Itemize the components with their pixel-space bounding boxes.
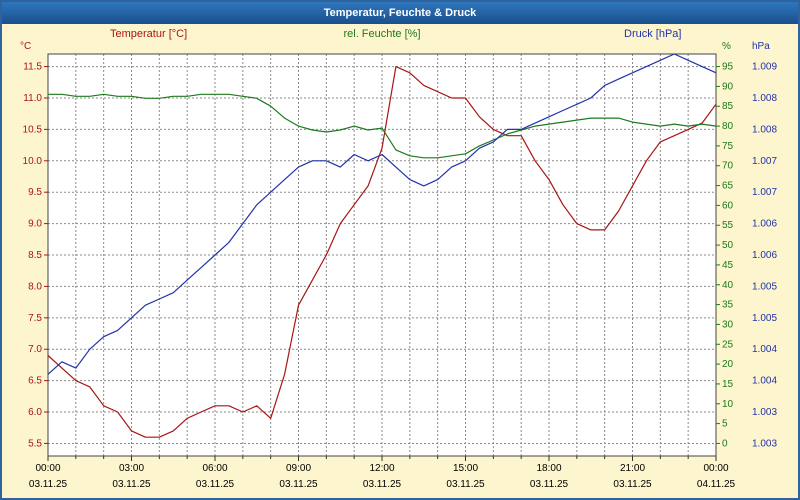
temp-tick-label: 8.0 <box>28 281 42 292</box>
hum-tick-label: 50 <box>722 240 734 251</box>
press-tick-label: 1.007 <box>752 156 777 167</box>
hum-unit-label: % <box>722 41 731 52</box>
legend-humidity: rel. Feuchte [%] <box>343 28 420 40</box>
hum-tick-label: 75 <box>722 141 734 152</box>
hum-tick-label: 25 <box>722 339 734 350</box>
temp-tick-label: 9.5 <box>28 187 42 198</box>
press-tick-label: 1.005 <box>752 313 777 324</box>
x-time-label: 06:00 <box>202 463 227 474</box>
series-pressure <box>47 53 717 375</box>
x-date-label: 03.11.25 <box>363 479 402 490</box>
legend-pressure: Druck [hPa] <box>624 28 681 40</box>
x-date-label: 03.11.25 <box>196 479 235 490</box>
hum-tick-label: 40 <box>722 280 734 291</box>
x-time-label: 21:00 <box>620 463 645 474</box>
temp-tick-label: 10.5 <box>23 124 43 135</box>
hum-tick-label: 70 <box>722 161 734 172</box>
x-time-label: 18:00 <box>536 463 561 474</box>
x-time-label: 03:00 <box>119 463 144 474</box>
hum-tick-label: 55 <box>722 220 734 231</box>
series-temperature <box>47 65 717 438</box>
hum-tick-label: 85 <box>722 101 734 112</box>
temp-tick-label: 10.0 <box>23 156 43 167</box>
x-time-label: 12:00 <box>369 463 394 474</box>
press-tick-label: 1.006 <box>752 250 777 261</box>
temp-tick-label: 6.0 <box>28 407 42 418</box>
hum-tick-label: 45 <box>722 260 734 271</box>
x-date-label: 03.11.25 <box>446 479 485 490</box>
series-humidity <box>48 93 717 159</box>
x-date-label: 03.11.25 <box>112 479 151 490</box>
title-bar: Temperatur, Feuchte & Druck <box>2 2 798 24</box>
chart-canvas: 11.5 11.0 10.5 10.0 9.5 9.0 8.5 8.0 7.5 7.0 6.5 6.0… <box>20 28 777 490</box>
x-date-label: 03.11.25 <box>29 479 68 490</box>
press-tick-label: 1.008 <box>752 93 777 104</box>
press-tick-label: 1.009 <box>752 62 777 73</box>
temp-tick-label: 6.5 <box>28 376 42 387</box>
temp-tick-label: 11.0 <box>23 93 42 104</box>
hum-tick-label: 10 <box>722 399 734 410</box>
hum-tick-label: 20 <box>722 359 734 370</box>
hum-tick-label: 30 <box>722 319 734 330</box>
press-tick-label: 1.007 <box>752 187 777 198</box>
temp-tick-label: 8.5 <box>28 250 42 261</box>
temp-tick-label: 9.0 <box>28 219 42 230</box>
window-title: Temperatur, Feuchte & Druck <box>323 7 477 19</box>
press-tick-label: 1.003 <box>752 438 777 449</box>
hum-tick-label: 80 <box>722 121 734 132</box>
hum-tick-label: 65 <box>722 181 734 192</box>
temp-tick-label: 5.5 <box>28 438 42 449</box>
x-time-label: 00:00 <box>703 463 728 474</box>
chart-area: 11.5 11.0 10.5 10.0 9.5 9.0 8.5 8.0 7.5 7.0 6.5 6.0… <box>2 24 798 498</box>
hum-tick-label: 5 <box>722 419 728 430</box>
press-tick-label: 1.004 <box>752 344 777 355</box>
x-time-label: 15:00 <box>453 463 478 474</box>
hum-tick-label: 0 <box>722 438 728 449</box>
press-tick-label: 1.004 <box>752 376 777 387</box>
press-tick-label: 1.006 <box>752 219 777 230</box>
temp-tick-label: 11.5 <box>23 62 42 73</box>
x-date-label: 04.11.25 <box>697 479 736 490</box>
temp-tick-label: 7.5 <box>28 313 42 324</box>
press-unit-label: hPa <box>752 41 770 52</box>
hum-tick-label: 60 <box>722 200 734 211</box>
press-tick-label: 1.005 <box>752 281 777 292</box>
hum-tick-label: 95 <box>722 62 734 73</box>
x-date-label: 03.11.25 <box>279 479 318 490</box>
hum-tick-label: 35 <box>722 300 734 311</box>
press-tick-label: 1.003 <box>752 407 777 418</box>
temp-tick-label: 7.0 <box>28 344 42 355</box>
press-tick-label: 1.008 <box>752 124 777 135</box>
x-time-label: 09:00 <box>286 463 311 474</box>
x-time-label: 00:00 <box>35 463 60 474</box>
hum-tick-label: 15 <box>722 379 734 390</box>
x-date-label: 03.11.25 <box>613 479 652 490</box>
temp-unit-label: °C <box>20 41 31 52</box>
legend-temperature: Temperatur [°C] <box>110 28 187 40</box>
hum-tick-label: 90 <box>722 81 734 92</box>
x-date-label: 03.11.25 <box>530 479 569 490</box>
